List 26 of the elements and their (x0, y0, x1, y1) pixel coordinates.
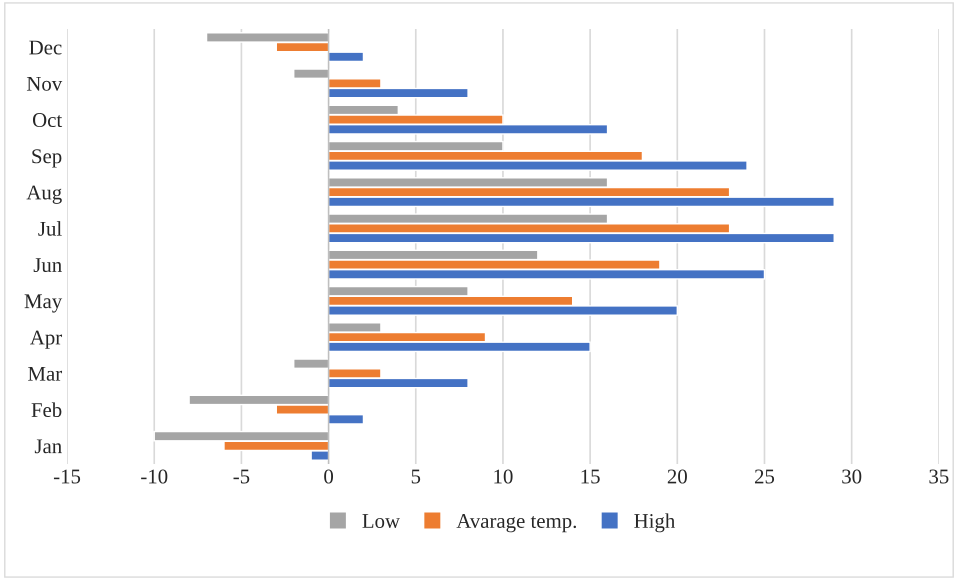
x-tick-label: -15 (54, 470, 80, 484)
y-tick-label: Feb (32, 402, 62, 418)
y-tick-label: Nov (26, 76, 62, 91)
legend-label: Low (362, 514, 400, 528)
y-tick-label: Mar (28, 366, 62, 381)
legend-label: Avarage temp. (456, 514, 576, 532)
x-tick-label: 15 (582, 470, 600, 484)
y-tick-label: Jan (34, 439, 62, 454)
y-tick-label: Sep (32, 149, 62, 168)
y-tick-label: Jul (38, 221, 62, 236)
y-tick-label: Jun (34, 258, 62, 272)
legend-label: High (634, 513, 676, 532)
x-tick-label: 20 (668, 469, 687, 484)
x-tick-label: 25 (754, 470, 774, 484)
x-tick-label: 5 (412, 470, 420, 484)
y-tick-label: Dec (29, 40, 62, 55)
x-tick-label: 35 (929, 470, 948, 484)
y-tick-label: Aug (26, 186, 62, 204)
y-tick-label: Oct (32, 113, 62, 128)
x-tick-label: 30 (842, 469, 862, 484)
y-tick-label: May (24, 294, 62, 313)
x-tick-label: 0 (324, 469, 334, 484)
y-tick-label: Apr (30, 330, 62, 349)
x-tick-label: 10 (494, 469, 513, 484)
x-tick-label: -5 (234, 470, 250, 484)
x-tick-label: -10 (141, 469, 168, 484)
